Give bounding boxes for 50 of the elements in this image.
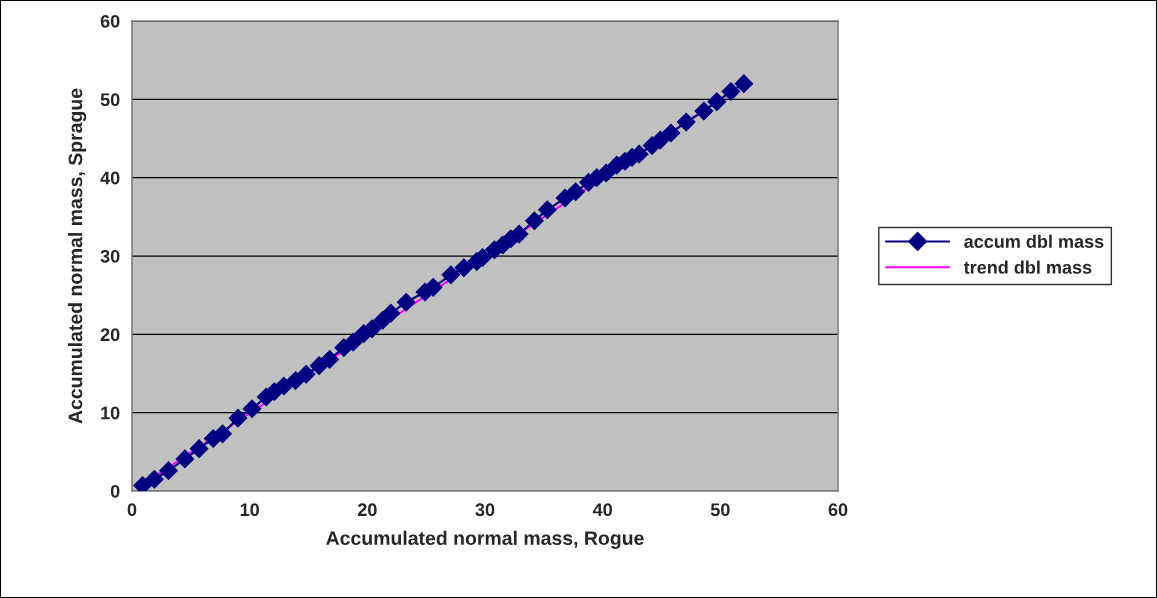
point xyxy=(454,258,474,278)
point xyxy=(694,101,714,121)
x-tick-label: 40 xyxy=(592,503,612,517)
y-tick-label: 10 xyxy=(101,406,120,420)
x-tick-label: 60 xyxy=(828,503,848,517)
x-tick-label: 30 xyxy=(475,503,495,517)
point xyxy=(228,408,248,428)
point xyxy=(286,371,305,390)
point xyxy=(242,399,262,419)
point xyxy=(509,224,529,244)
point xyxy=(320,350,340,369)
legend-label: accum dbl mass xyxy=(964,234,1104,248)
point xyxy=(309,356,329,376)
point xyxy=(734,74,754,94)
point xyxy=(525,211,544,231)
x-tick-label: 50 xyxy=(710,503,730,517)
point xyxy=(189,439,209,459)
point xyxy=(296,364,316,384)
point xyxy=(274,376,294,396)
point xyxy=(343,332,363,352)
point xyxy=(441,265,461,285)
point xyxy=(661,123,681,143)
y-axis-title: Accumulated normal mass, Sprague xyxy=(68,88,87,424)
point xyxy=(707,92,727,112)
point xyxy=(213,424,232,444)
y-tick-label: 20 xyxy=(100,328,120,342)
x-tick-label: 10 xyxy=(240,503,259,517)
x-tick-label: 20 xyxy=(357,503,377,517)
y-tick-label: 60 xyxy=(100,14,120,28)
point xyxy=(423,277,443,297)
point xyxy=(650,130,670,150)
y-tick-label: 30 xyxy=(100,249,120,263)
point xyxy=(566,182,585,202)
point xyxy=(396,292,416,312)
point xyxy=(596,163,616,183)
y-tick-label: 40 xyxy=(100,171,120,185)
point xyxy=(159,461,178,480)
point xyxy=(555,188,575,208)
point xyxy=(676,112,696,132)
point xyxy=(175,449,195,469)
point xyxy=(381,303,401,323)
point xyxy=(145,469,164,489)
legend-label: trend dbl mass xyxy=(963,260,1092,274)
point xyxy=(721,82,741,101)
y-tick-label: 0 xyxy=(110,484,120,498)
y-tick-label: 50 xyxy=(100,93,120,107)
x-tick-label: 0 xyxy=(127,503,137,517)
point xyxy=(538,200,557,220)
point xyxy=(362,319,382,339)
x-axis-title: Accumulated normal mass, Rogue xyxy=(326,530,644,549)
